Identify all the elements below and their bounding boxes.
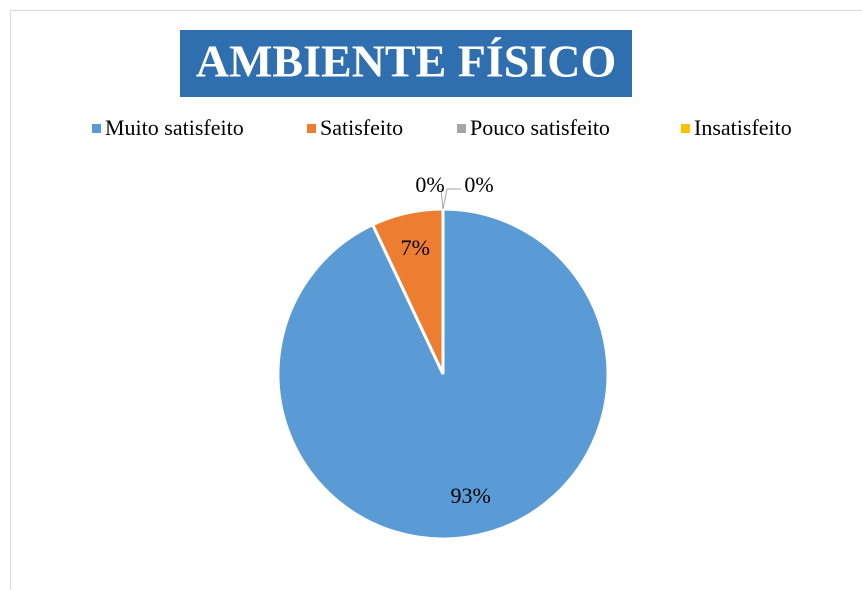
legend-marker [92,124,101,133]
title-box [180,30,632,97]
leader-line [442,188,448,210]
legend-marker [457,124,466,133]
chart-title: AMBIENTE FÍSICO [196,36,616,87]
data-label: 93% [451,483,491,508]
legend-marker [681,124,690,133]
legend-marker [307,124,316,133]
data-label: 0% [415,172,444,197]
legend-label: Insatisfeito [694,115,792,140]
data-label: 0% [464,172,493,197]
legend-label: Pouco satisfeito [470,115,610,140]
leader-line [440,188,444,210]
legend-label: Satisfeito [320,115,403,140]
legend-label: Muito satisfeito [105,115,244,140]
data-label: 7% [401,235,430,260]
